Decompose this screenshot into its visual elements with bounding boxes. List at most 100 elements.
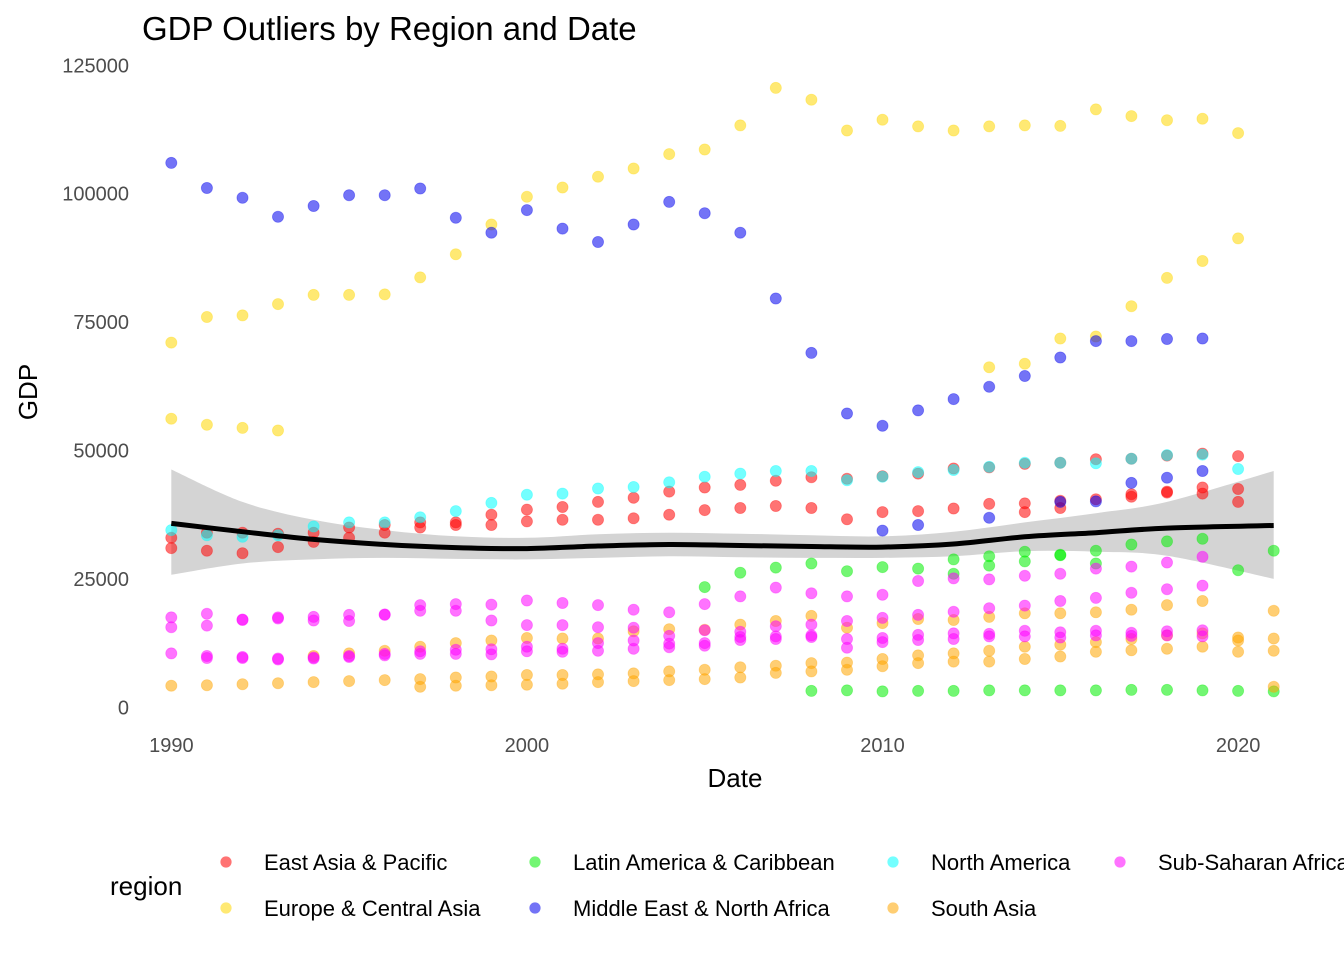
data-point (698, 624, 711, 637)
data-point (200, 310, 213, 323)
data-point (627, 603, 640, 616)
data-point (1018, 640, 1031, 653)
data-point (1018, 357, 1031, 370)
data-point (1196, 532, 1209, 545)
data-point (236, 614, 249, 627)
data-point (520, 645, 533, 658)
data-point (1232, 462, 1245, 475)
legend-swatch (887, 856, 899, 868)
data-point (769, 464, 782, 477)
data-point (1089, 495, 1102, 508)
data-point (200, 619, 213, 632)
data-point (983, 380, 996, 393)
data-point (983, 602, 996, 615)
data-point (983, 630, 996, 643)
data-point (1018, 684, 1031, 697)
data-point (627, 675, 640, 688)
data-point (698, 143, 711, 156)
data-point (556, 677, 569, 690)
data-point (236, 191, 249, 204)
data-point (520, 488, 533, 501)
data-point (1054, 332, 1067, 345)
data-point (698, 481, 711, 494)
data-point (1125, 644, 1138, 657)
data-point (769, 666, 782, 679)
legend-swatch (529, 856, 541, 868)
data-point (983, 559, 996, 572)
data-point (592, 676, 605, 689)
data-point (1232, 482, 1245, 495)
data-point (592, 170, 605, 183)
y-tick-label: 50000 (73, 441, 129, 463)
data-point (1125, 629, 1138, 642)
data-point (1267, 644, 1280, 657)
data-point (1018, 599, 1031, 612)
y-tick-label: 75000 (73, 312, 129, 334)
data-point (271, 612, 284, 625)
data-point (343, 675, 356, 688)
data-point (805, 631, 818, 644)
data-point (1232, 645, 1245, 658)
data-point (343, 189, 356, 202)
data-point (307, 652, 320, 665)
data-point (1089, 562, 1102, 575)
y-tick-label: 125000 (62, 55, 129, 77)
data-point (520, 619, 533, 632)
data-point (876, 561, 889, 574)
data-point (912, 562, 925, 575)
data-point (520, 678, 533, 691)
data-point (841, 565, 854, 578)
data-point (876, 636, 889, 649)
data-point (200, 529, 213, 542)
data-point (449, 248, 462, 261)
data-point (520, 190, 533, 203)
data-point (1267, 632, 1280, 645)
data-point (200, 679, 213, 692)
data-point (449, 211, 462, 224)
data-point (983, 573, 996, 586)
data-point (165, 542, 178, 555)
data-point (627, 162, 640, 175)
y-tick-label: 100000 (62, 184, 129, 206)
data-point (769, 633, 782, 646)
data-point (1267, 544, 1280, 557)
data-point (1196, 487, 1209, 500)
data-point (1054, 549, 1067, 562)
data-point (1125, 538, 1138, 551)
data-point (983, 655, 996, 668)
data-point (236, 547, 249, 560)
data-point (1161, 449, 1174, 462)
data-point (1125, 452, 1138, 465)
legend-items: East Asia & Pacific Europe & Central Asia… (220, 850, 1344, 921)
data-point (841, 641, 854, 654)
data-point (1196, 579, 1209, 592)
data-point (1125, 586, 1138, 599)
data-point (734, 478, 747, 491)
legend-label: South Asia (931, 896, 1037, 921)
data-point (1196, 332, 1209, 345)
data-point (1125, 683, 1138, 696)
data-point (769, 499, 782, 512)
data-point (1196, 464, 1209, 477)
data-point (307, 520, 320, 533)
data-point (520, 503, 533, 516)
data-point (378, 674, 391, 687)
data-point (1089, 645, 1102, 658)
data-point (1161, 683, 1174, 696)
data-point (805, 501, 818, 514)
data-point (912, 608, 925, 621)
data-point (698, 598, 711, 611)
data-point (1232, 127, 1245, 140)
data-point (1089, 103, 1102, 116)
data-point (485, 648, 498, 661)
data-point (663, 148, 676, 161)
legend-swatch (220, 902, 232, 914)
data-point (271, 298, 284, 311)
data-point (1018, 456, 1031, 469)
data-point (734, 634, 747, 647)
data-point (556, 632, 569, 645)
trend-confidence-band (171, 469, 1274, 579)
data-point (556, 645, 569, 658)
data-point (414, 271, 427, 284)
data-point (307, 288, 320, 301)
